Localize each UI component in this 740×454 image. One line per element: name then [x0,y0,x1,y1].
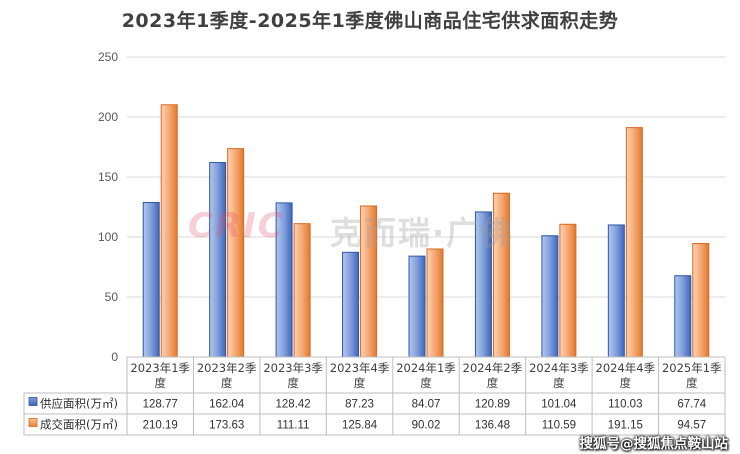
data-label: 111.11 [277,420,310,432]
y-tick-label: 50 [105,290,119,304]
x-category-label: 2023年3季 [263,361,323,375]
data-label: 162.04 [209,399,245,411]
x-category-label: 2025年1季 [662,361,722,375]
bar-supply [408,255,426,358]
chart-title: 2023年1季度-2025年1季度佛山商品住宅供求面积走势 [121,10,619,32]
x-category-label: 度 [487,376,499,390]
x-category-label: 度 [221,376,233,390]
data-label: 101.04 [541,399,577,411]
bar-sales [293,223,311,358]
x-category-label: 度 [287,376,299,390]
bar-supply [209,162,227,358]
bar-sales [559,223,577,358]
data-label: 110.03 [608,399,642,411]
x-category-label: 度 [154,376,166,390]
x-category-label: 2024年3季 [529,361,589,375]
bar-supply [607,224,625,358]
data-label: 110.59 [542,420,576,432]
data-label: 125.84 [342,420,378,432]
legend-label-sales: 成交面积(万㎡) [40,418,118,432]
bar-sales [426,248,444,358]
x-category-label: 2024年1季 [396,361,456,375]
x-category-label: 度 [686,376,698,390]
x-category-label: 2024年4季 [596,361,656,375]
cric-watermark-text: 克而瑞·广佛 [330,214,515,252]
data-label: 87.23 [345,399,374,411]
bar-supply [674,275,692,358]
bar-supply [342,251,360,358]
y-tick-label: 150 [98,170,118,184]
data-label: 84.07 [412,399,441,411]
data-label: 128.42 [276,399,311,411]
bar-sales [160,104,178,358]
legend-key-sales [28,418,38,427]
x-category-label: 度 [354,376,366,390]
y-tick-label: 200 [98,110,118,124]
data-table: 2023年1季度2023年2季度2023年3季度2023年4季度2024年1季度… [23,356,726,436]
y-tick-label: 250 [98,50,118,64]
legend-key-supply [28,397,38,406]
x-category-label: 2023年2季 [197,361,257,375]
bars [142,104,710,358]
source-credit: 搜狐号@搜狐焦点鞍山站 [579,436,729,452]
x-category-label: 2023年4季 [330,361,390,375]
x-category-label: 2024年2季 [463,361,523,375]
data-label: 90.02 [412,420,441,432]
data-label: 128.77 [143,399,178,411]
data-label: 67.74 [677,399,706,411]
y-tick-label: 100 [98,230,118,244]
y-tick-label: 0 [111,350,118,364]
data-label: 210.19 [143,420,178,432]
bar-supply [142,201,160,358]
cric-watermark-logo: CRIC [188,206,285,246]
bar-supply [541,235,559,358]
data-label: 136.48 [475,420,510,432]
x-category-label: 度 [553,376,565,390]
bar-sales [625,127,643,358]
x-category-label: 2023年1季 [130,361,190,375]
legend-label-supply: 供应面积(万㎡) [40,397,118,411]
data-label: 173.63 [209,420,244,432]
x-category-label: 度 [420,376,432,390]
data-label: 191.15 [608,420,643,432]
bar-sales [227,148,245,358]
data-label: 120.89 [475,399,510,411]
y-axis: 0 50 100 150 200 250 [98,50,118,364]
data-label: 94.57 [677,420,706,432]
x-category-label: 度 [620,376,632,390]
bar-sales [692,243,710,358]
